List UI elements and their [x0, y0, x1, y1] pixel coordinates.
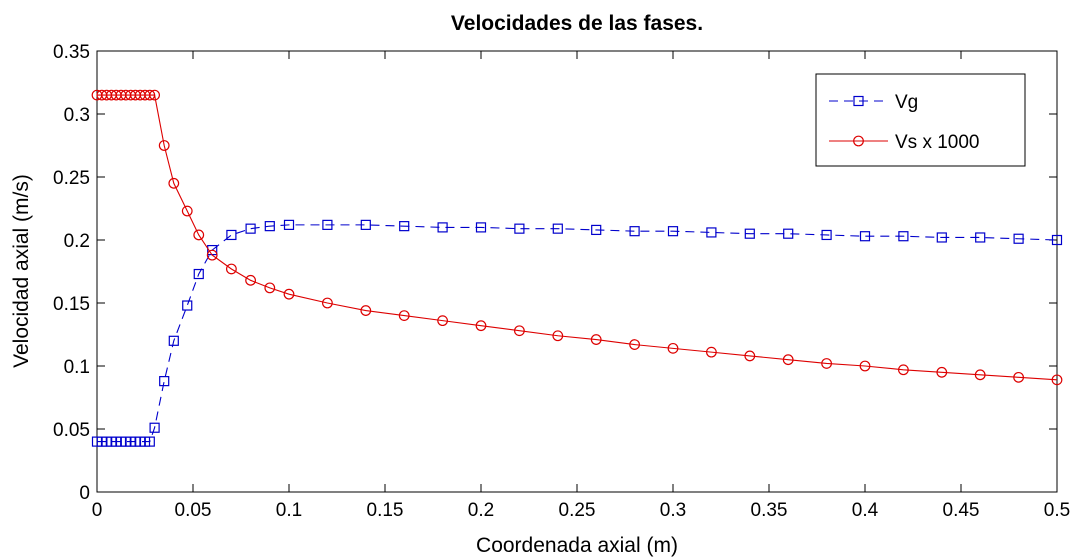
x-tick-label: 0.35	[751, 500, 788, 521]
x-tick-label: 0.5	[1044, 500, 1070, 521]
data-point	[1051, 234, 1063, 246]
data-point	[437, 315, 449, 327]
data-point	[859, 231, 871, 242]
legend: Vg Vs x 1000	[815, 73, 1026, 167]
y-tick-label: 0.2	[64, 231, 90, 252]
data-point	[591, 224, 602, 236]
data-point	[144, 89, 156, 101]
data-point	[590, 334, 602, 345]
x-tick-label: 0.25	[559, 500, 596, 521]
data-point	[821, 358, 832, 369]
legend-label: Vs x 1000	[895, 132, 980, 153]
chart-title: Velocidades de las fases.	[451, 12, 703, 35]
data-point	[667, 226, 679, 237]
x-tick-label: 0	[92, 500, 103, 521]
data-point	[322, 219, 333, 230]
data-point	[225, 263, 237, 275]
legend-label: Vg	[895, 92, 918, 113]
data-point	[744, 228, 755, 239]
x-axis-label: Coordenada axial (m)	[476, 534, 678, 557]
y-tick-label: 0.25	[53, 168, 90, 189]
data-point	[245, 223, 256, 234]
y-axis: 0 0.05 0.1 0.15 0.2 0.25 0.3 0.35	[53, 42, 1057, 504]
series-vs	[91, 89, 1063, 386]
data-point	[629, 339, 640, 350]
x-tick-label: 0.2	[468, 500, 494, 521]
data-point	[322, 297, 333, 309]
data-point	[283, 219, 295, 230]
data-point	[193, 229, 205, 241]
data-point	[264, 282, 276, 294]
data-point	[782, 354, 794, 366]
data-point	[859, 360, 871, 372]
data-point	[206, 249, 218, 261]
data-point	[667, 342, 679, 354]
data-point	[1013, 371, 1024, 383]
x-tick-label: 0.4	[852, 500, 879, 521]
legend-marker	[853, 95, 864, 107]
data-point	[360, 305, 372, 316]
data-point	[783, 228, 794, 239]
series-layer	[91, 89, 1063, 447]
data-point	[475, 320, 487, 332]
data-point	[158, 140, 170, 151]
legend-marker	[853, 135, 864, 147]
data-point	[149, 422, 160, 433]
y-tick-label: 0.15	[53, 294, 90, 315]
data-point	[399, 221, 410, 232]
data-point	[552, 223, 563, 234]
data-point	[168, 177, 180, 189]
series-vg	[91, 219, 1063, 447]
data-point	[1051, 374, 1063, 386]
data-point	[744, 350, 756, 362]
y-tick-label: 0.35	[53, 42, 90, 63]
y-tick-label: 0.3	[64, 105, 90, 126]
y-tick-label: 0.05	[53, 420, 90, 441]
data-point	[264, 221, 275, 232]
data-point	[514, 223, 525, 234]
x-tick-label: 0.1	[276, 500, 302, 521]
data-point	[821, 229, 832, 241]
data-point	[629, 226, 640, 237]
data-point	[144, 436, 155, 447]
data-point	[706, 346, 717, 358]
x-tick-label: 0.45	[943, 500, 980, 521]
x-tick-label: 0.05	[175, 500, 212, 521]
data-point	[706, 227, 717, 238]
data-point	[975, 232, 986, 243]
series-line	[97, 94, 1058, 381]
data-point	[193, 268, 204, 280]
data-point	[936, 366, 948, 378]
data-point	[514, 325, 525, 337]
data-point	[360, 219, 371, 230]
data-point	[182, 300, 193, 311]
x-axis: 0 0.05 0.1 0.15 0.2 0.25 0.3 0.35 0.4 0.45 0.5	[92, 51, 1070, 521]
data-point	[1013, 233, 1024, 244]
data-point	[898, 231, 909, 242]
data-point	[398, 310, 410, 322]
data-point	[149, 89, 161, 101]
data-point	[168, 335, 179, 346]
y-tick-label: 0	[79, 483, 90, 504]
data-point	[437, 222, 448, 233]
data-point	[181, 205, 193, 217]
data-point	[159, 376, 170, 387]
data-point	[283, 288, 295, 300]
data-point	[475, 222, 487, 233]
data-point	[245, 274, 257, 286]
x-tick-label: 0.15	[367, 500, 404, 521]
data-point	[974, 369, 986, 381]
legend-box	[815, 73, 1026, 167]
data-point	[898, 364, 909, 376]
y-axis-label: Velocidad axial (m/s)	[10, 174, 33, 368]
data-point	[936, 232, 947, 243]
data-point	[552, 330, 564, 342]
y-tick-label: 0.1	[64, 357, 90, 378]
data-point	[226, 229, 237, 241]
x-tick-label: 0.3	[660, 500, 686, 521]
